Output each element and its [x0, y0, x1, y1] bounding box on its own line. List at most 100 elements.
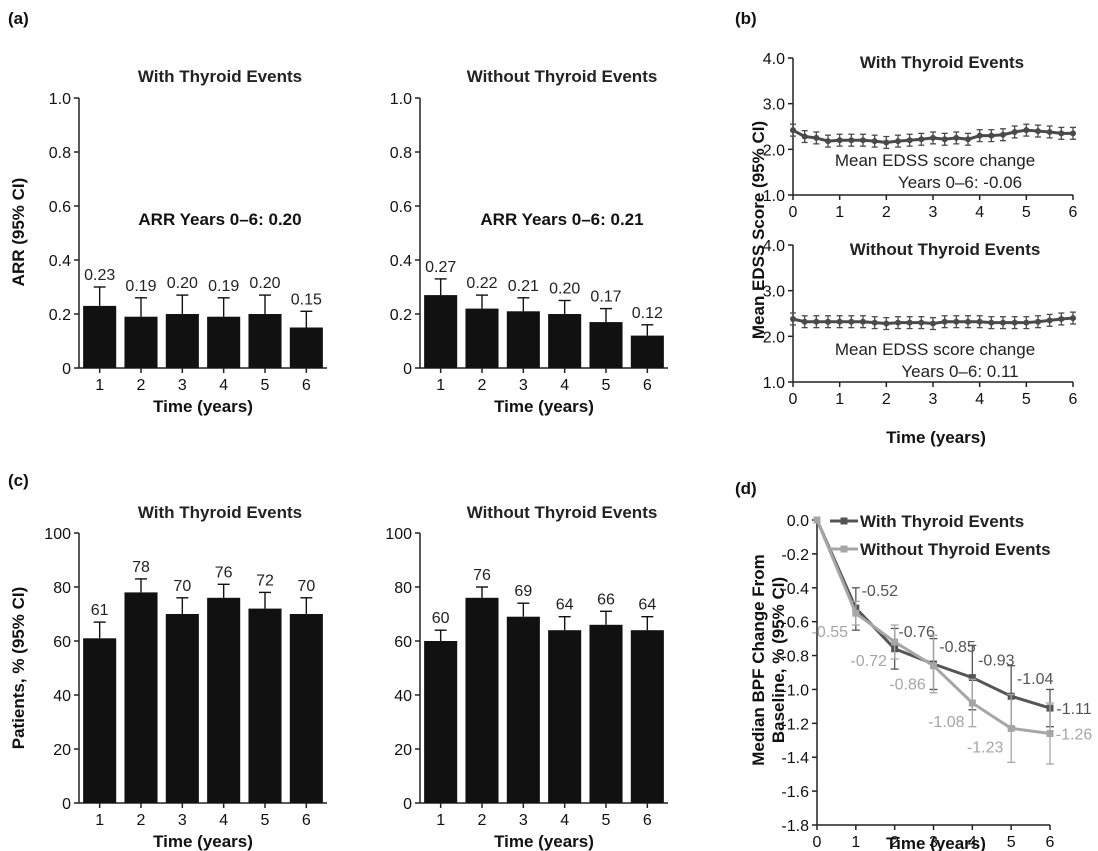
data-point	[1035, 318, 1041, 325]
x-tick-label: 6	[302, 812, 311, 829]
data-point	[906, 319, 913, 326]
data-point	[988, 132, 995, 139]
x-tick-label: 2	[137, 812, 146, 829]
panel-d-ylabel-line1: Median BPF Change From	[749, 554, 768, 766]
y-tick-label: -0.2	[781, 547, 809, 564]
y-tick-label: 100	[385, 526, 412, 543]
chart-b1-note-1: Mean EDSS score change	[835, 151, 1035, 170]
y-tick-label: 0.0	[787, 513, 809, 530]
chart-b2-note-1: Mean EDSS score change	[835, 340, 1035, 359]
y-tick-label: 60	[53, 634, 71, 651]
bar	[124, 592, 158, 803]
chart-a2-annotation: ARR Years 0–6: 0.21	[480, 210, 643, 229]
data-label: 76	[473, 567, 491, 584]
x-axis-title: Time (years)	[153, 397, 253, 416]
data-point	[953, 318, 960, 325]
data-label: -0.55	[812, 624, 849, 641]
chart-b2: 1.0 2.0 3.0 4.0 0 1 2 3 4 5 6	[763, 238, 1078, 408]
legend-label: Without Thyroid Events	[860, 540, 1051, 559]
data-label: -1.08	[928, 714, 965, 731]
data-point	[813, 318, 820, 325]
x-tick-label: 3	[929, 204, 938, 221]
data-point	[1046, 317, 1053, 324]
y-tick-label: -0.6	[781, 615, 809, 632]
data-point	[1058, 130, 1065, 137]
data-point	[976, 318, 983, 325]
y-tick-label: 60	[394, 634, 412, 651]
x-tick-label: 3	[519, 377, 528, 394]
data-point	[941, 136, 948, 143]
data-label: 0.20	[167, 275, 198, 292]
data-point	[895, 319, 901, 326]
x-tick-label: 6	[1069, 391, 1078, 408]
x-tick-label: 6	[643, 377, 652, 394]
y-tick-label: 4.0	[763, 238, 785, 255]
y-tick-label: 0.4	[390, 253, 412, 270]
data-label: -1.23	[967, 739, 1004, 756]
y-tick-label: -1.4	[781, 750, 809, 767]
data-point	[1000, 131, 1006, 138]
data-point	[965, 318, 971, 325]
data-label: 70	[173, 578, 191, 595]
data-point	[1058, 315, 1065, 322]
y-tick-label: 4.0	[763, 51, 785, 68]
bar	[83, 305, 117, 368]
y-tick-label: 20	[53, 742, 71, 759]
panel-label-b: (b)	[735, 9, 757, 28]
bar	[506, 311, 540, 368]
x-tick-label: 1	[436, 377, 445, 394]
y-tick-label: 1.0	[390, 91, 412, 108]
data-point	[918, 136, 925, 143]
bar	[548, 314, 582, 368]
x-tick-label: 5	[261, 812, 270, 829]
data-point	[860, 318, 866, 325]
chart-a1-annotation: ARR Years 0–6: 0.20	[138, 210, 301, 229]
x-tick-label: 3	[929, 834, 938, 851]
data-point	[813, 134, 820, 141]
data-point	[871, 319, 878, 326]
data-label: 76	[215, 564, 233, 581]
bar	[207, 316, 241, 368]
y-tick-label: 3.0	[763, 284, 785, 301]
data-point	[813, 516, 821, 524]
x-tick-label: 6	[643, 812, 652, 829]
data-label: 0.12	[632, 305, 663, 322]
data-point	[852, 609, 860, 617]
data-point	[801, 318, 808, 325]
x-tick-label: 0	[813, 834, 822, 851]
data-label: 78	[132, 559, 150, 576]
bar	[424, 295, 458, 368]
x-tick-label: 2	[882, 391, 891, 408]
chart-a1: 0 0.2 0.4 0.6 0.8 1.0 0.23 1 0.19 2 0.20 3 0.19 4 0.20…	[49, 91, 327, 416]
y-tick-label: -0.4	[781, 581, 809, 598]
y-tick-label: 20	[394, 742, 412, 759]
y-tick-label: -1.0	[781, 682, 809, 699]
data-point	[895, 138, 901, 145]
y-tick-label: 40	[53, 688, 71, 705]
data-point	[953, 134, 960, 141]
data-point	[801, 133, 808, 140]
data-point	[1070, 315, 1076, 322]
x-tick-label: 4	[560, 377, 569, 394]
y-tick-label: 80	[53, 580, 71, 597]
data-point	[930, 662, 937, 670]
y-tick-label: 0.6	[49, 199, 71, 216]
data-point	[988, 319, 995, 326]
chart-c1: 0 20 40 60 80 100 61 1 78 2 70 3 76 4 72 5 70 6 Time (year…	[44, 526, 327, 851]
data-label: 0.19	[125, 278, 156, 295]
data-label: -1.26	[1056, 727, 1093, 744]
chart-a2-title: Without Thyroid Events	[467, 67, 658, 86]
bar	[207, 597, 241, 803]
x-tick-label: 2	[890, 834, 899, 851]
y-tick-label: -1.8	[781, 818, 809, 835]
data-label: 60	[432, 610, 450, 627]
data-label: 0.27	[425, 259, 456, 276]
x-tick-label: 5	[602, 377, 611, 394]
data-point	[825, 138, 831, 145]
x-tick-label: 2	[882, 204, 891, 221]
y-tick-label: 100	[44, 526, 71, 543]
panel-b-ylabel: Mean EDSS Score (95% CI)	[749, 121, 768, 339]
y-tick-label: 2.0	[763, 142, 785, 159]
bar	[589, 624, 623, 803]
